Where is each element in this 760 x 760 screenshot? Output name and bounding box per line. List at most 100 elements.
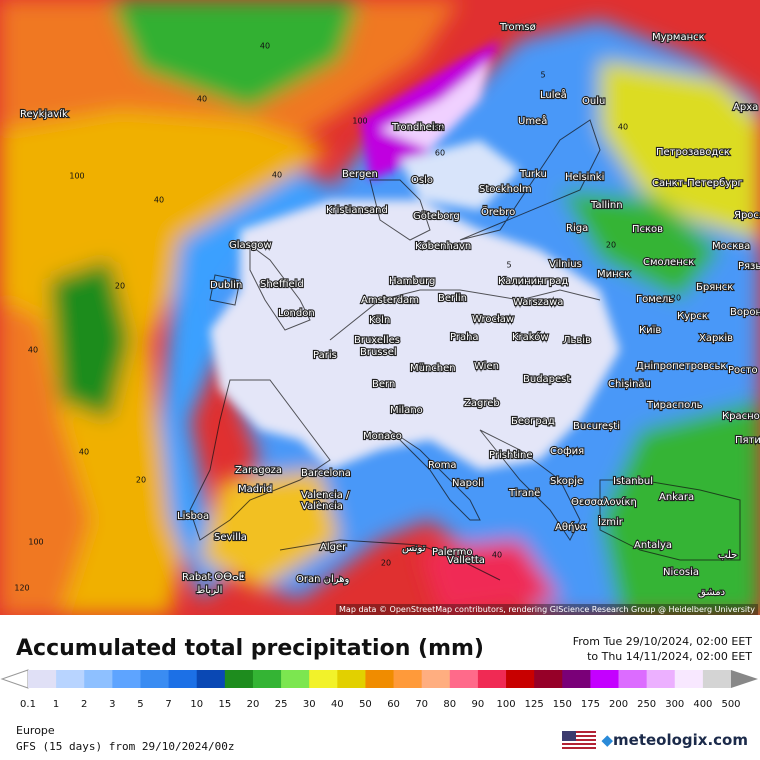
city-label: Roma <box>428 460 457 471</box>
city-label: Palermo <box>432 547 472 558</box>
contour-label: 100 <box>28 538 43 547</box>
scale-label: 100 <box>496 699 515 710</box>
contour-label: 40 <box>154 196 164 205</box>
city-label: Tiranë <box>508 488 540 499</box>
scale-label: 90 <box>472 699 485 710</box>
city-label: Пяти <box>735 435 760 446</box>
city-label: Glasgow <box>229 240 272 251</box>
scale-swatch <box>168 670 198 688</box>
city-label: Ворон <box>730 307 760 318</box>
city-label: دمشق <box>698 587 725 598</box>
scale-swatch <box>702 670 732 688</box>
contour-label: 40 <box>79 448 89 457</box>
city-label: Kristiansand <box>326 205 388 216</box>
scale-swatch <box>365 670 395 688</box>
city-label: Trondheim <box>391 122 444 133</box>
city-label: Lisboa <box>177 511 209 522</box>
scale-label: 300 <box>665 699 684 710</box>
city-label: Hamburg <box>389 276 435 287</box>
contour-label: 20 <box>606 241 616 250</box>
city-label: Zaragoza <box>235 465 282 476</box>
scale-swatch <box>224 670 254 688</box>
city-label: Istanbul <box>613 476 653 487</box>
city-label: Псков <box>632 224 663 235</box>
city-label: Дніпропетровськ <box>636 360 726 372</box>
city-label: Київ <box>639 325 661 336</box>
city-label: Budapest <box>523 374 570 385</box>
city-label: Oran وهران <box>296 574 350 585</box>
city-label: Milano <box>390 405 423 416</box>
scale-label: 0.1 <box>20 699 36 710</box>
scale-swatch <box>393 670 423 688</box>
city-label: Росто <box>728 365 758 376</box>
scale-label: 2 <box>81 699 87 710</box>
us-flag <box>562 731 596 751</box>
scale-label: 200 <box>609 699 628 710</box>
city-label: تونس <box>402 543 426 554</box>
region: Europe <box>16 724 55 737</box>
scale-label: 15 <box>218 699 231 710</box>
scale-swatch <box>196 670 226 688</box>
scale-swatch <box>84 670 113 688</box>
city-label: Мурманск <box>652 32 705 43</box>
contour-label: 5 <box>506 261 511 270</box>
contour-label: 5 <box>540 71 545 80</box>
city-label: München <box>410 363 456 374</box>
city-label: Αθήνα <box>555 521 587 533</box>
scale-swatch <box>337 670 366 688</box>
field <box>0 0 760 615</box>
scale-swatch <box>140 670 170 688</box>
city-label: Rabat ⵔⴱⴰⵟ <box>182 572 245 583</box>
scale-label: 50 <box>359 699 372 710</box>
city-label: Sheffield <box>260 279 304 290</box>
city-label: Berlin <box>438 293 467 304</box>
city-label: Praha <box>450 332 479 343</box>
city-label: Luleå <box>540 88 567 101</box>
contour-label: 100 <box>69 172 84 181</box>
color-scale: 0.1 1 2 3 5 7 10 15 20 25 30 40 50 60 70 80 90 100 125 150 1… <box>0 669 758 710</box>
scale-arrow-right <box>731 670 758 688</box>
contour-label: 100 <box>352 117 367 126</box>
scale-swatch <box>281 670 310 688</box>
scale-label: 60 <box>387 699 400 710</box>
city-label: Paris <box>313 350 337 361</box>
city-label: حلب <box>718 550 737 561</box>
contour-label: 40 <box>28 346 38 355</box>
contour-label: 80 <box>435 123 445 132</box>
scale-label: 150 <box>553 699 572 710</box>
city-label: Göteborg <box>413 211 460 222</box>
brand: ◆meteologix.com <box>601 731 748 749</box>
scale-arrow-left <box>0 669 29 689</box>
city-label: Kraków <box>512 331 549 343</box>
city-label: Гомель <box>636 294 674 305</box>
scale-label: 250 <box>637 699 656 710</box>
city-label: Тирасполь <box>646 400 703 411</box>
scale-swatch <box>506 670 535 688</box>
city-label: Харків <box>699 332 733 344</box>
precipitation-map: Tromsø Мурманск Reykjavík Luleå Oulu Арха Umeå… <box>0 0 760 615</box>
city-label: Turku <box>519 169 547 180</box>
city-label: Köln <box>369 315 390 326</box>
scale-swatch <box>590 670 620 688</box>
scale-swatch <box>56 670 85 688</box>
city-label: Valletta <box>447 555 485 566</box>
contour-label: 20 <box>136 476 146 485</box>
city-label: Санкт-Петербург <box>652 178 743 189</box>
contour-label: 40 <box>618 123 628 132</box>
scale-swatch <box>562 670 591 688</box>
city-label: Oslo <box>411 175 433 186</box>
city-label: Umeå <box>518 114 547 127</box>
city-label: Москва <box>712 241 750 252</box>
city-label: София <box>550 446 584 457</box>
city-label: Chișinău <box>608 379 651 390</box>
scale-swatch <box>449 670 479 688</box>
city-label: Helsinki <box>565 172 604 183</box>
scale-label: 1 <box>53 699 59 710</box>
scale-label: 30 <box>303 699 316 710</box>
city-label: București <box>573 421 620 432</box>
city-label: Prishtine <box>489 450 532 461</box>
city-label: København <box>415 241 471 252</box>
scale-swatch <box>477 670 507 688</box>
city-label: Vilnius <box>549 259 582 270</box>
city-label: İzmir <box>598 515 624 528</box>
